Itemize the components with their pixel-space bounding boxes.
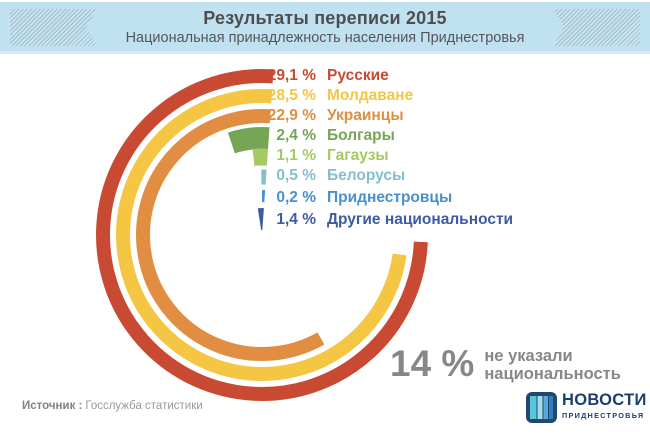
legend-value: 0,2 %	[276, 189, 316, 206]
page-subtitle: Национальная принадлежность населения Пр…	[125, 30, 525, 46]
arc-4	[227, 127, 270, 154]
arc-2	[116, 89, 407, 381]
legend-value: 1,4 %	[276, 211, 316, 228]
legend-row: 22,9 % Украинцы	[236, 106, 404, 126]
legend-value: 2,4 %	[276, 127, 316, 144]
not-stated-line1: не указали	[484, 347, 573, 365]
legend-label: Приднестровцы	[327, 189, 453, 206]
legend-value: 0,5 %	[276, 167, 316, 184]
header-underline	[0, 51, 650, 54]
ribbon-hatch-left	[10, 9, 97, 46]
ribbon-hatch-right	[553, 9, 640, 46]
logo-text: НОВОСТИ ПРИДНЕСТРОВЬЯ	[562, 391, 647, 421]
legend-label: Молдаване	[327, 87, 414, 104]
legend-row: 1,4 % Другие национальности	[236, 210, 513, 230]
legend-value: 1,1 %	[276, 147, 316, 164]
page-title: Результаты переписи 2015	[203, 8, 447, 28]
legend-row: 28,5 % Молдаване	[236, 86, 414, 106]
legend-label: Русские	[327, 67, 389, 84]
legend-value: 29,1 %	[267, 67, 316, 84]
legend-value: 22,9 %	[267, 107, 316, 124]
source-label: Источник :	[22, 400, 83, 412]
legend-label: Гагаузы	[327, 147, 389, 164]
source-note: Источник : Госслужба статистики	[22, 400, 203, 412]
legend-row: 1,1 % Гагаузы	[236, 146, 389, 166]
legend-row: 0,5 % Белорусы	[236, 166, 405, 186]
arc-3	[136, 109, 325, 361]
arc-1	[96, 69, 428, 401]
legend-label: Другие национальности	[327, 211, 514, 228]
legend-label: Белорусы	[327, 167, 406, 184]
not-stated-value: 14 %	[390, 343, 475, 384]
legend-label: Болгары	[327, 127, 395, 144]
legend-row: 2,4 % Болгары	[236, 126, 395, 146]
source-text: Госслужба статистики	[85, 400, 203, 412]
header-banner: Результаты переписи 2015 Национальная пр…	[0, 2, 650, 51]
not-stated-line2: национальность	[484, 365, 621, 383]
not-stated-label: не указали национальность	[484, 345, 621, 383]
logo-title: НОВОСТИ	[562, 391, 647, 409]
logo-icon	[526, 392, 557, 423]
legend-row: 29,1 % Русские	[236, 66, 389, 86]
logo-subtitle: ПРИДНЕСТРОВЬЯ	[562, 411, 645, 420]
not-stated-annotation: 14 % не указали национальность	[390, 343, 621, 384]
legend-value: 28,5 %	[267, 87, 316, 104]
legend-row: 0,2 % Приднестровцы	[236, 188, 452, 208]
legend-label: Украинцы	[327, 107, 404, 124]
news-pridnestrovya-logo: НОВОСТИ ПРИДНЕСТРОВЬЯ	[526, 392, 647, 423]
